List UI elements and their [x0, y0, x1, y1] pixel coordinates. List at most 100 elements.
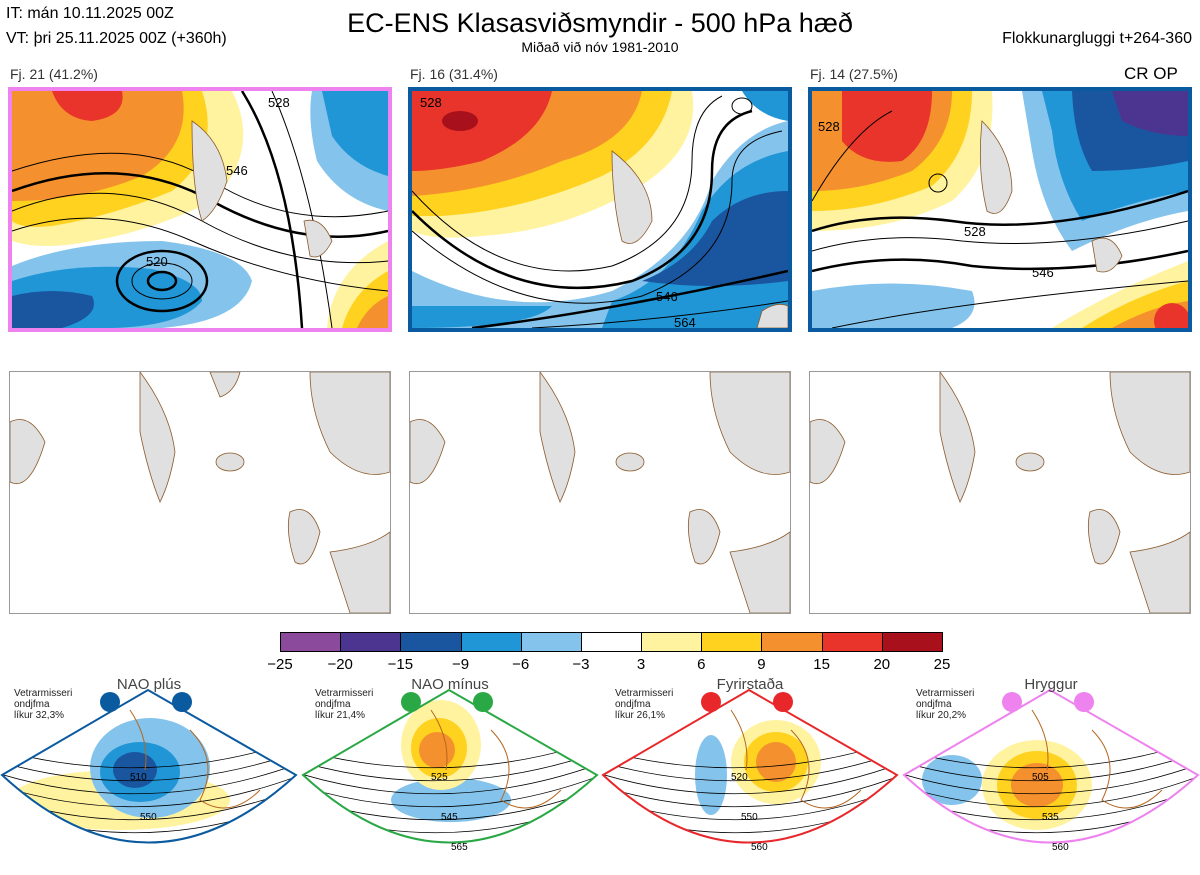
- anomaly-core: [1011, 763, 1063, 807]
- regime-title: NAO mínus: [411, 676, 489, 693]
- colorbar-tick-label: 15: [813, 656, 830, 673]
- regime-note: Vetrarmisseri ondjfma líkur 26,1%: [615, 688, 673, 721]
- contour-label: 528: [420, 95, 442, 110]
- colorbar-segment: [520, 632, 582, 652]
- anomaly-lobe: [391, 778, 511, 822]
- contour-label: 528: [268, 95, 290, 110]
- contour-label: 528: [818, 119, 840, 134]
- regime-note: Vetrarmisseri ondjfma líkur 32,3%: [14, 688, 72, 721]
- contour-label: 546: [656, 289, 678, 304]
- coastline: [129, 709, 261, 809]
- cluster-2-map[interactable]: 528 546 564: [408, 87, 792, 332]
- anomaly-core: [756, 742, 796, 782]
- height-contour: [303, 751, 597, 782]
- contour-label: 528: [964, 224, 986, 239]
- cluster-1-label: Fj. 21 (41.2%): [10, 66, 98, 82]
- regime-panel[interactable]: 520 550 560 Fyrirstaða Vetrarmisseri ondjfma l…: [601, 676, 899, 870]
- height-contour: [904, 763, 1198, 795]
- cluster-1-map[interactable]: 520 546 528: [8, 87, 392, 332]
- colorbar: [280, 632, 943, 652]
- init-time: IT: mán 10.11.2025 00Z: [6, 5, 174, 22]
- colorbar-segment: [761, 632, 823, 652]
- regime-contour-label: 560: [1052, 842, 1069, 853]
- regime-marker-dot: [1074, 692, 1094, 712]
- regime-note-line: líkur 20,2%: [916, 710, 967, 721]
- height-contour: [303, 763, 597, 795]
- anomaly-core: [419, 732, 455, 768]
- regime-note-line: líkur 32,3%: [14, 710, 65, 721]
- coastline: [430, 709, 562, 809]
- height-contour: [603, 775, 897, 808]
- height-contour: [904, 775, 1198, 808]
- regime-marker-dot: [701, 692, 721, 712]
- regime-title: NAO plús: [116, 676, 182, 693]
- colorbar-tick-label: −9: [451, 656, 470, 673]
- regime-marker-dot: [401, 692, 421, 712]
- cr-op-label: CR OP: [1124, 64, 1178, 83]
- regime-contour-label: 525: [431, 772, 448, 783]
- height-contour: [2, 763, 296, 795]
- colorbar-segment: [340, 632, 402, 652]
- height-contour: [603, 763, 897, 795]
- colorbar-tick-label: 6: [697, 656, 706, 673]
- anomaly-lobe: [922, 755, 982, 805]
- regime-title: Fyrirstaða: [716, 676, 784, 693]
- regime-note-line: Vetrarmisseri: [14, 688, 73, 699]
- height-contour: [904, 751, 1198, 782]
- coastline: [730, 709, 862, 809]
- cluster-3-map[interactable]: 528 528 546: [808, 87, 1192, 332]
- regime-panel[interactable]: 510 550 NAO plús Vetrarmisseri ondjfma líkur …: [0, 676, 298, 870]
- colorbar-tick-label: 20: [873, 656, 891, 673]
- blank-map-2: [409, 371, 791, 614]
- page-subtitle: Miðað við nóv 1981-2010: [521, 39, 679, 55]
- colorbar-segment: [641, 632, 703, 652]
- colorbar-segment: [881, 632, 943, 652]
- page-title: EC-ENS Klasasviðsmyndir - 500 hPa hæð: [347, 8, 853, 38]
- contour-label: 546: [1032, 265, 1054, 280]
- colorbar-tick-label: 9: [757, 656, 766, 673]
- contour-label: 564: [674, 315, 696, 328]
- regime-note: Vetrarmisseri ondjfma líkur 21,4%: [315, 688, 373, 721]
- regime-note-line: líkur 26,1%: [615, 710, 666, 721]
- colorbar-segment: [701, 632, 763, 652]
- colorbar-tick-label: −15: [387, 656, 414, 673]
- regime-contour-label: 565: [451, 842, 468, 853]
- cluster-2-label: Fj. 16 (31.4%): [410, 66, 498, 82]
- colorbar-segment: [821, 632, 883, 652]
- regime-contour-label: 545: [441, 812, 458, 823]
- valid-time: VT: þri 25.11.2025 00Z (+360h): [6, 30, 227, 47]
- regime-marker-dot: [1002, 692, 1022, 712]
- blank-map-3: [809, 371, 1191, 614]
- colorbar-tick-label: −3: [572, 656, 590, 673]
- regime-note-line: ondjfma: [615, 699, 651, 710]
- contour-label: 520: [146, 254, 168, 269]
- regime-note-line: Vetrarmisseri: [315, 688, 374, 699]
- regime-panel[interactable]: 505 535 560 Hryggur Vetrarmisseri ondjfma líku…: [902, 676, 1200, 870]
- regime-note-line: Vetrarmisseri: [615, 688, 674, 699]
- colorbar-segment: [580, 632, 643, 652]
- regime-frame: [601, 688, 899, 844]
- regime-marker-dot: [773, 692, 793, 712]
- colorbar-tick-label: −25: [267, 656, 293, 673]
- colorbar-tick-label: −20: [327, 656, 353, 673]
- colorbar-tick-label: 25: [933, 656, 951, 673]
- colorbar-segment: [400, 632, 462, 652]
- regime-note-line: ondjfma: [315, 699, 351, 710]
- regime-contour-label: 560: [751, 842, 768, 853]
- regime-contour-label: 535: [1042, 812, 1059, 823]
- colorbar-tick-label: 3: [636, 656, 646, 673]
- regime-frame: [902, 688, 1200, 844]
- regime-note-line: Vetrarmisseri: [916, 688, 975, 699]
- colorbar-segment: [460, 632, 522, 652]
- regime-panel[interactable]: 525 545 565 NAO mínus Vetrarmisseri ondjfma lí…: [301, 676, 599, 870]
- cluster-3-label: Fj. 14 (27.5%): [810, 66, 898, 82]
- regime-note-line: líkur 21,4%: [315, 710, 366, 721]
- colorbar-tick-label: −6: [512, 656, 530, 673]
- regime-note-line: ondjfma: [916, 699, 952, 710]
- regime-note: Vetrarmisseri ondjfma líkur 20,2%: [916, 688, 974, 721]
- anomaly-lobe: [695, 735, 727, 815]
- coastline: [1031, 709, 1163, 809]
- regime-marker-dot: [172, 692, 192, 712]
- regime-contour-label: 510: [130, 772, 147, 783]
- height-contour: [603, 751, 897, 782]
